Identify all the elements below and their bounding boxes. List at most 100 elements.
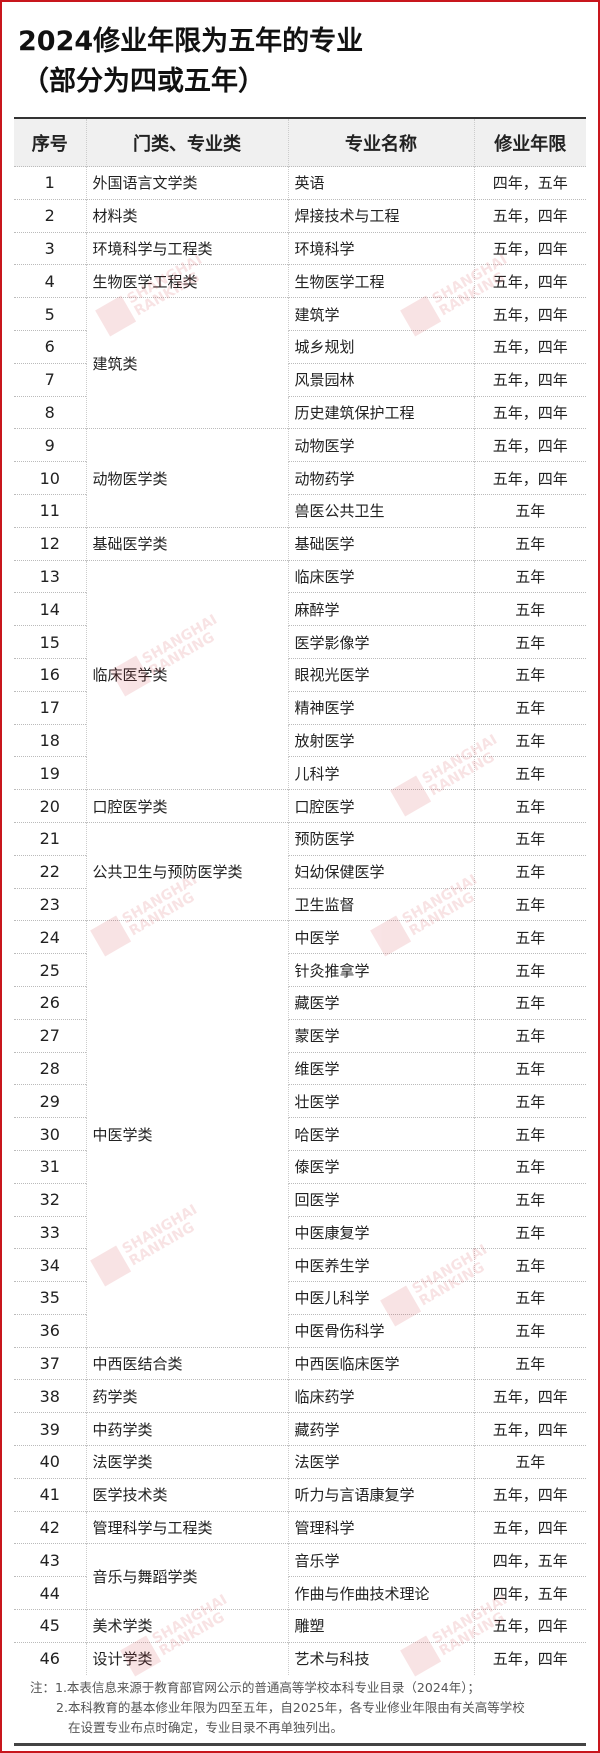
row-years: 四年，五年 xyxy=(473,1543,586,1577)
row-years: 四年，五年 xyxy=(473,166,586,200)
row-category: 设计学类 xyxy=(85,1641,288,1675)
table-row: 43 音乐与舞蹈学类 音乐学 四年，五年 xyxy=(14,1543,586,1610)
row-major: 中西医临床医学 xyxy=(287,1346,474,1380)
header-years: 修业年限 xyxy=(473,118,586,167)
table-row: 31 傣医学 五年 xyxy=(14,1149,586,1184)
row-years: 五年，四年 xyxy=(473,362,586,397)
note-2-cont: 在设置专业布点时确定，专业目录不再单独列出。 xyxy=(68,1720,344,1735)
row-index: 3 xyxy=(14,231,86,265)
row-years: 五年 xyxy=(473,657,586,692)
row-major: 城乡规划 xyxy=(287,329,474,364)
row-index: 37 xyxy=(14,1346,86,1380)
row-years: 五年 xyxy=(473,592,586,626)
table-row: 45 美术学类 雕塑 五年，四年 xyxy=(14,1609,586,1643)
row-years: 五年 xyxy=(473,1182,586,1216)
row-major: 作曲与作曲技术理论 xyxy=(287,1576,474,1610)
header-category: 门类、专业类 xyxy=(85,118,288,167)
row-index: 14 xyxy=(14,592,86,626)
row-index: 36 xyxy=(14,1313,86,1348)
row-index: 29 xyxy=(14,1084,86,1118)
row-years: 五年 xyxy=(473,1313,586,1348)
header-major: 专业名称 xyxy=(287,118,474,167)
row-index: 30 xyxy=(14,1117,86,1151)
row-index: 26 xyxy=(14,985,86,1020)
row-years: 五年 xyxy=(473,526,586,561)
table-row: 17 精神医学 五年 xyxy=(14,690,586,725)
table-row: 1 外国语言文学类 英语 四年，五年 xyxy=(14,166,586,200)
row-major: 回医学 xyxy=(287,1182,474,1216)
row-years: 五年 xyxy=(473,1051,586,1085)
table-row: 5 建筑类 建筑学 五年，四年 xyxy=(14,297,586,429)
row-years: 五年 xyxy=(473,690,586,725)
row-index: 2 xyxy=(14,198,86,233)
table-row: 39 中药学类 藏药学 五年，四年 xyxy=(14,1412,586,1446)
table-row: 13 临床医学类 临床医学 五年 xyxy=(14,559,586,790)
table-row: 7 风景园林 五年，四年 xyxy=(14,362,586,397)
row-major: 英语 xyxy=(287,166,474,200)
row-major: 焊接技术与工程 xyxy=(287,198,474,233)
row-years: 五年，四年 xyxy=(473,297,586,331)
row-major: 艺术与科技 xyxy=(287,1641,474,1675)
row-years: 五年，四年 xyxy=(473,428,586,462)
row-years: 五年 xyxy=(473,1215,586,1249)
row-index: 22 xyxy=(14,854,86,889)
header-index: 序号 xyxy=(14,118,86,167)
row-years: 五年，四年 xyxy=(473,231,586,265)
title-line-2: （部分为四或五年） xyxy=(22,66,265,97)
row-years: 五年 xyxy=(473,1445,586,1479)
row-years: 五年 xyxy=(473,1149,586,1184)
title-line-1: 2024修业年限为五年的专业 xyxy=(18,26,364,57)
row-major: 藏医学 xyxy=(287,985,474,1020)
row-category: 医学技术类 xyxy=(85,1477,288,1512)
table-row: 34 中医养生学 五年 xyxy=(14,1248,586,1282)
row-major: 中医骨伤科学 xyxy=(287,1313,474,1348)
row-index: 32 xyxy=(14,1182,86,1216)
row-index: 25 xyxy=(14,953,86,987)
row-major: 雕塑 xyxy=(287,1609,474,1643)
row-years: 五年，四年 xyxy=(473,1412,586,1446)
row-major: 眼视光医学 xyxy=(287,657,474,692)
row-index: 6 xyxy=(14,329,86,364)
row-years: 五年，四年 xyxy=(473,1609,586,1643)
row-index: 46 xyxy=(14,1641,86,1675)
row-index: 19 xyxy=(14,756,86,790)
table-row: 44 作曲与作曲技术理论 四年，五年 xyxy=(14,1576,586,1610)
row-years: 五年，四年 xyxy=(473,1477,586,1512)
row-major: 放射医学 xyxy=(287,723,474,757)
table-row: 35 中医儿科学 五年 xyxy=(14,1281,586,1315)
row-category: 中西医结合类 xyxy=(85,1346,288,1380)
table-row: 2 材料类 焊接技术与工程 五年，四年 xyxy=(14,198,586,233)
table-row: 32 回医学 五年 xyxy=(14,1182,586,1216)
row-index: 27 xyxy=(14,1018,86,1053)
row-category: 材料类 xyxy=(85,198,288,233)
row-category: 中药学类 xyxy=(85,1412,288,1446)
row-category: 音乐与舞蹈学类 xyxy=(85,1543,288,1610)
row-major: 精神医学 xyxy=(287,690,474,725)
row-index: 33 xyxy=(14,1215,86,1249)
row-years: 五年，四年 xyxy=(473,1510,586,1544)
table-row: 26 藏医学 五年 xyxy=(14,985,586,1020)
row-major: 哈医学 xyxy=(287,1117,474,1151)
row-major: 法医学 xyxy=(287,1445,474,1479)
table-row: 4 生物医学工程类 生物医学工程 五年，四年 xyxy=(14,264,586,298)
note-2: 2.本科教育的基本修业年限为四至五年，自2025年，各专业修业年限由有关高等学校 xyxy=(56,1700,525,1715)
table-row: 20 口腔医学类 口腔医学 五年 xyxy=(14,789,586,823)
table-row: 27 蒙医学 五年 xyxy=(14,1018,586,1053)
table-row: 28 维医学 五年 xyxy=(14,1051,586,1085)
row-major: 妇幼保健医学 xyxy=(287,854,474,889)
row-index: 15 xyxy=(14,625,86,659)
row-years: 五年，四年 xyxy=(473,198,586,233)
row-major: 环境科学 xyxy=(287,231,474,265)
row-years: 五年，四年 xyxy=(473,1379,586,1413)
row-major: 兽医公共卫生 xyxy=(287,493,474,528)
row-category: 美术学类 xyxy=(85,1609,288,1643)
table-row: 46 设计学类 艺术与科技 五年，四年 xyxy=(14,1641,586,1675)
row-major: 管理科学 xyxy=(287,1510,474,1544)
table-row: 25 针灸推拿学 五年 xyxy=(14,953,586,987)
note-1: 注：1.本表信息来源于教育部官网公示的普通高等学校本科专业目录（2024年）； xyxy=(30,1680,480,1695)
row-index: 16 xyxy=(14,657,86,692)
row-major: 藏药学 xyxy=(287,1412,474,1446)
row-index: 39 xyxy=(14,1412,86,1446)
row-years: 五年 xyxy=(473,1346,586,1380)
